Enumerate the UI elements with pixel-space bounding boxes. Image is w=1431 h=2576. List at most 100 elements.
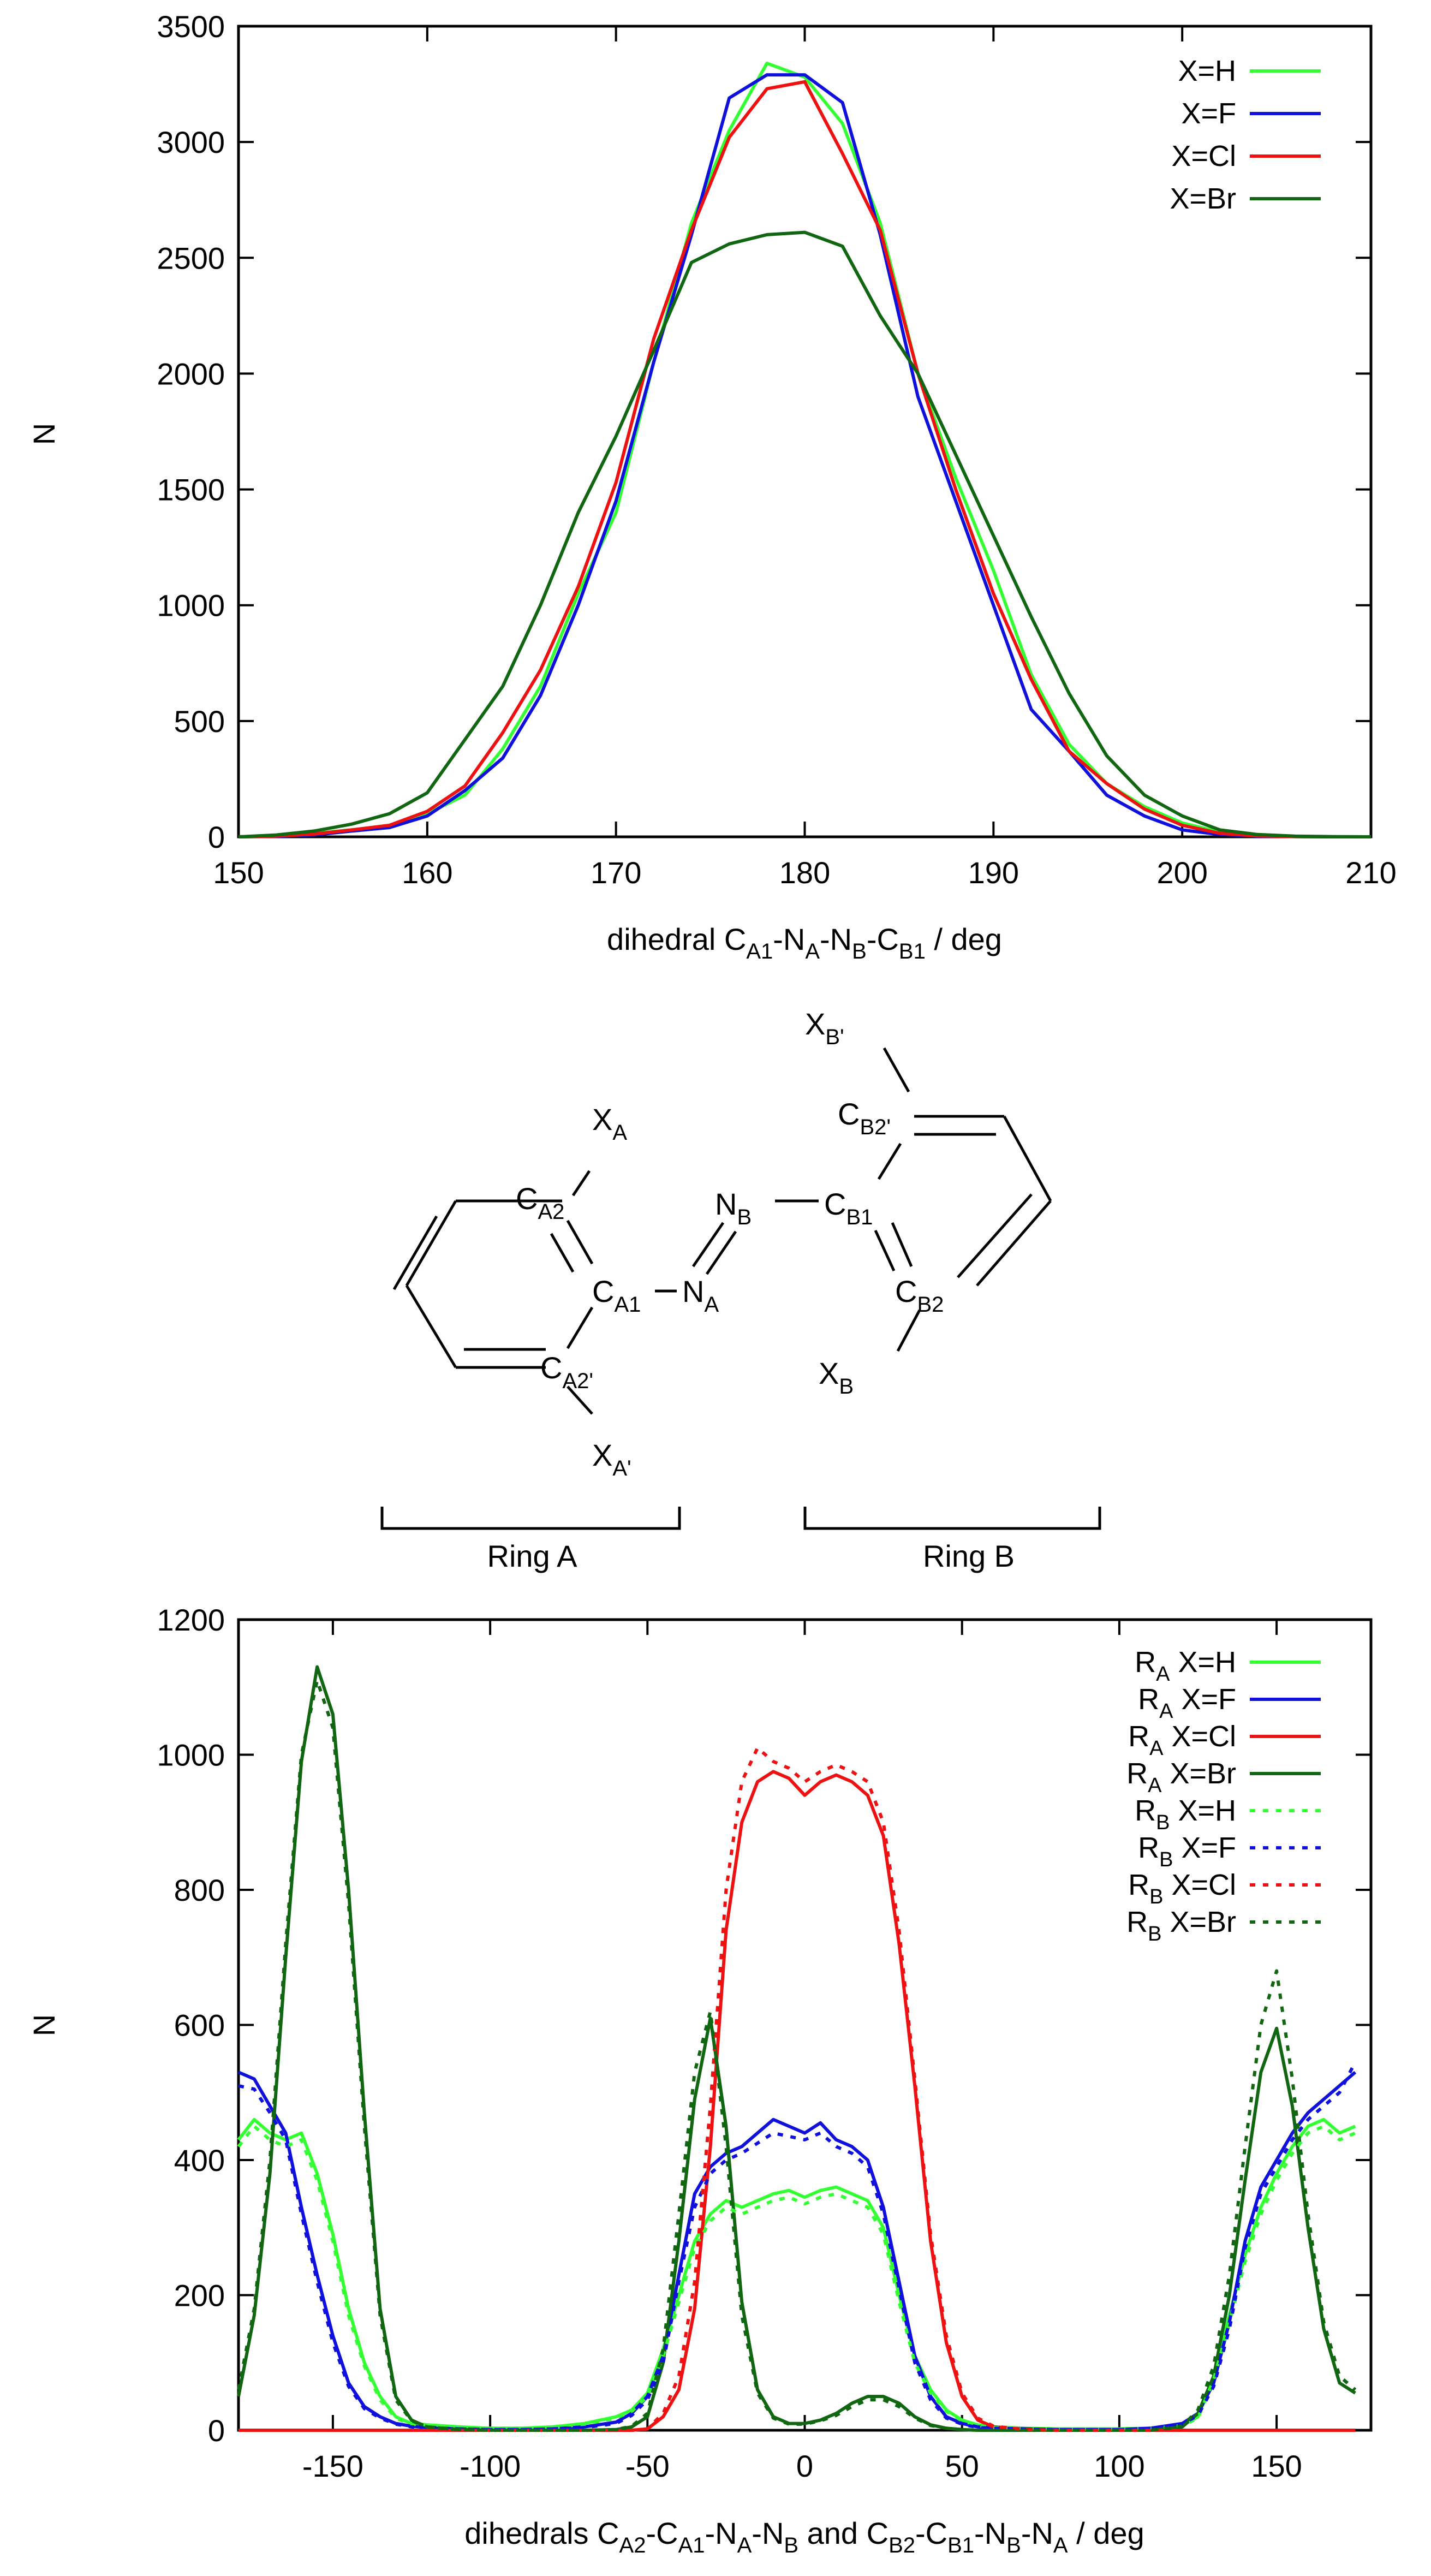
bond bbox=[571, 1170, 591, 1197]
bond bbox=[957, 1193, 1033, 1278]
atom-label-xbp: XB' bbox=[805, 1007, 844, 1049]
y-tick-label: 3000 bbox=[157, 125, 225, 159]
y-tick-label: 600 bbox=[174, 2008, 225, 2043]
ring-a-bracket bbox=[380, 1507, 681, 1530]
axis-ticks: -150 -100 -50 0 50 100 150 0 200 400 600 800 1000 120… bbox=[157, 1603, 1371, 2483]
series-line-r-b-x-cl bbox=[238, 1746, 1356, 2432]
bond bbox=[896, 1309, 921, 1352]
x-tick-label: 160 bbox=[402, 855, 452, 890]
atom-label-ca2p: CA2' bbox=[540, 1351, 593, 1393]
ring-b-bracket bbox=[803, 1507, 1101, 1530]
atom-label-xa: XA bbox=[592, 1102, 627, 1145]
x-tick-label: -50 bbox=[625, 2449, 670, 2483]
x-axis-label: dihedral CA1-NA-NB-CB1 / deg bbox=[607, 922, 1002, 963]
series-line-x-f bbox=[238, 73, 1371, 838]
atom-label-cb2p: CB2' bbox=[838, 1097, 891, 1139]
x-tick-label: 200 bbox=[1156, 855, 1207, 890]
bond bbox=[705, 1230, 737, 1275]
x-tick-label: 50 bbox=[945, 2449, 979, 2483]
legend-label: RA X=Cl bbox=[1128, 1720, 1236, 1760]
series-line-r-a-x-f bbox=[237, 2071, 1357, 2431]
bond bbox=[566, 1219, 594, 1265]
series-line-r-b-x-br bbox=[237, 1679, 1357, 2432]
x-tick-label: 100 bbox=[1094, 2449, 1144, 2483]
y-tick-label: 0 bbox=[208, 2413, 225, 2448]
y-tick-label: 2500 bbox=[157, 241, 225, 275]
bond bbox=[392, 1215, 438, 1290]
chart-bottom-ring-dihedrals: -150 -100 -50 0 50 100 150 0 200 400 600 800 1000 120… bbox=[27, 1603, 1373, 2557]
legend: X=H X=F X=Cl X=Br bbox=[1170, 55, 1321, 215]
x-tick-label: 180 bbox=[779, 855, 830, 890]
x-axis-label: dihedrals CA2-CA1-NA-NB and CB2-CB1-NB-N… bbox=[464, 2516, 1144, 2557]
series-line-x-br bbox=[238, 230, 1372, 838]
legend-label: RB X=H bbox=[1135, 1794, 1236, 1834]
y-tick-label: 1000 bbox=[157, 588, 225, 623]
bond bbox=[891, 1222, 913, 1268]
series-lines bbox=[238, 61, 1372, 838]
legend-label: X=H bbox=[1178, 55, 1236, 87]
ring-b-label: Ring B bbox=[923, 1539, 1015, 1573]
y-tick-label: 200 bbox=[174, 2278, 225, 2313]
bond bbox=[405, 1200, 457, 1287]
bond bbox=[874, 1229, 896, 1272]
series-line-r-a-x-h bbox=[237, 2117, 1356, 2431]
bond bbox=[550, 1233, 575, 1273]
atom-label-cb1: CB1 bbox=[824, 1187, 873, 1229]
bond bbox=[976, 1200, 1052, 1287]
bond bbox=[566, 1306, 594, 1349]
y-tick-label: 400 bbox=[174, 2143, 225, 2178]
y-tick-label: 1000 bbox=[157, 1738, 225, 1772]
legend-label: RA X=F bbox=[1138, 1683, 1236, 1723]
atom-label-na: NA bbox=[682, 1274, 719, 1317]
legend-label: X=F bbox=[1181, 97, 1236, 130]
atom-label-ca2: CA2 bbox=[516, 1181, 564, 1224]
legend-label: RA X=H bbox=[1135, 1646, 1236, 1686]
y-tick-label: 500 bbox=[174, 704, 225, 739]
y-tick-label: 1200 bbox=[157, 1603, 225, 1637]
y-tick-label: 3500 bbox=[157, 9, 225, 44]
atom-label-xb: XB bbox=[819, 1356, 854, 1399]
legend-label: RB X=Br bbox=[1126, 1906, 1236, 1946]
ring-a-label: Ring A bbox=[487, 1539, 578, 1573]
bond bbox=[883, 1047, 910, 1093]
bond bbox=[567, 1385, 593, 1415]
chart-top-dihedral-distribution: 150 160 170 180 190 200 210 0 500 1000 1500 2000 250… bbox=[27, 9, 1397, 963]
axis-ticks: 150 160 170 180 190 200 210 0 500 1000 1500 2000 250… bbox=[157, 9, 1396, 890]
y-tick-label: 0 bbox=[208, 820, 225, 854]
series-line-r-b-x-h bbox=[237, 2125, 1356, 2431]
x-tick-label: 190 bbox=[968, 855, 1019, 890]
series-line-x-h bbox=[238, 61, 1371, 838]
legend-label: X=Cl bbox=[1171, 140, 1236, 172]
bond bbox=[1003, 1115, 1052, 1202]
x-tick-label: 0 bbox=[796, 2449, 813, 2483]
molecule-atom-labels: XA CA2 CA1 NA CA2' XA' NB CB1 CB2' XB' C… bbox=[487, 1007, 1015, 1573]
legend-label: RB X=Cl bbox=[1128, 1869, 1236, 1908]
atom-label-ca1: CA1 bbox=[592, 1274, 641, 1317]
y-axis-label: N bbox=[27, 2014, 61, 2036]
x-tick-label: 150 bbox=[213, 855, 264, 890]
x-tick-label: -150 bbox=[302, 2449, 363, 2483]
atom-label-xap: XA' bbox=[592, 1438, 631, 1480]
x-tick-label: 170 bbox=[591, 855, 641, 890]
y-tick-label: 1500 bbox=[157, 473, 225, 507]
bond bbox=[691, 1222, 725, 1268]
x-tick-label: -100 bbox=[460, 2449, 521, 2483]
legend-label: RB X=F bbox=[1138, 1831, 1236, 1871]
legend-label: RA X=Br bbox=[1126, 1757, 1236, 1797]
series-line-x-cl bbox=[238, 80, 1371, 838]
x-tick-label: 210 bbox=[1345, 855, 1396, 890]
y-axis-label: N bbox=[27, 423, 61, 445]
y-tick-label: 2000 bbox=[157, 356, 225, 391]
y-tick-label: 800 bbox=[174, 1873, 225, 1907]
molecule-diagram bbox=[380, 1047, 1101, 1530]
bond bbox=[405, 1284, 457, 1369]
atom-label-cb2: CB2 bbox=[895, 1274, 944, 1317]
x-tick-label: 150 bbox=[1251, 2449, 1302, 2483]
series-line-r-b-x-f bbox=[238, 2061, 1357, 2431]
bond bbox=[877, 1143, 902, 1180]
legend-label: X=Br bbox=[1170, 182, 1236, 215]
atom-label-nb: NB bbox=[715, 1187, 752, 1229]
series-lines bbox=[237, 1665, 1357, 2432]
